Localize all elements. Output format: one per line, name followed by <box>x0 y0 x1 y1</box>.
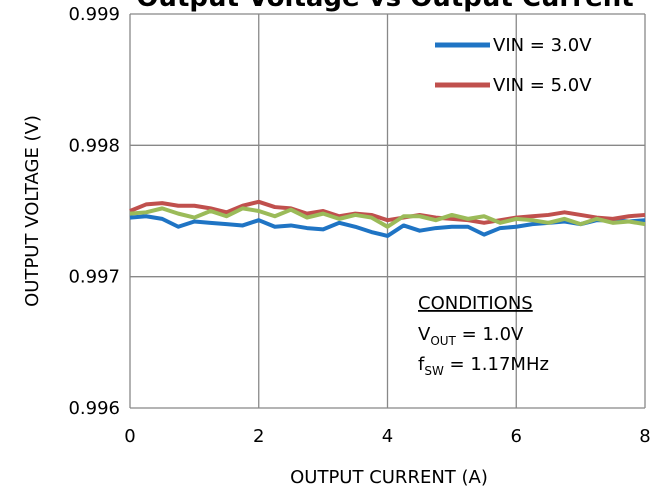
x-tick-label: 4 <box>382 426 393 447</box>
annotation-rest: = 1.17MHz <box>444 354 549 375</box>
annotation-line: fSW = 1.17MHz <box>418 354 549 378</box>
x-tick-label: 0 <box>124 426 135 447</box>
annotation-main: f <box>418 354 425 375</box>
series-line <box>129 206 646 229</box>
annotation-sub: OUT <box>430 334 456 348</box>
legend-label: VIN = 5.0V <box>493 75 592 96</box>
x-tick-label: 2 <box>253 426 264 447</box>
annotation-sub: SW <box>424 364 444 378</box>
annotation-heading: CONDITIONS <box>418 293 533 314</box>
y-tick-label: 0.996 <box>68 398 120 419</box>
annotation-main: V <box>418 324 431 345</box>
chart-title: Output Voltage vs Output Current <box>136 0 633 13</box>
x-axis-label: OUTPUT CURRENT (A) <box>290 467 488 488</box>
legend-label: VIN = 3.0V <box>493 35 592 56</box>
annotation-rest: = 1.0V <box>456 324 524 345</box>
annotation-line: VOUT = 1.0V <box>418 324 524 348</box>
x-tick-label: 8 <box>639 426 650 447</box>
y-axis-label: OUTPUT VOLTAGE (V) <box>22 115 43 307</box>
y-tick-label: 0.998 <box>68 135 120 156</box>
series-line <box>129 199 646 225</box>
x-tick-label: 6 <box>511 426 522 447</box>
y-tick-label: 0.999 <box>68 4 120 25</box>
y-tick-label: 0.997 <box>68 267 120 288</box>
